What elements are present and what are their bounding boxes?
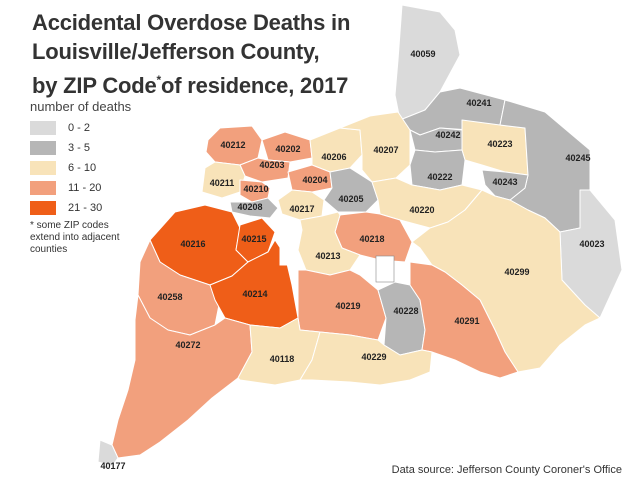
- zip-region-40229[interactable]: [299, 331, 433, 386]
- title-line-3a: by ZIP Code: [32, 73, 157, 98]
- zip-label-40291: 40291: [454, 316, 479, 326]
- title-line-3b: of residence, 2017: [161, 73, 349, 98]
- legend-label: 11 - 20: [68, 182, 102, 194]
- legend-label: 6 - 10: [68, 162, 97, 174]
- zip-region-40243[interactable]: [481, 169, 529, 201]
- zip-label-40206: 40206: [321, 152, 346, 162]
- unmapped-area: [375, 255, 395, 283]
- zip-label-40245: 40245: [565, 153, 590, 163]
- title-line-1: Accidental Overdose Deaths in: [32, 10, 351, 35]
- zip-label-40217: 40217: [289, 204, 314, 214]
- zip-label-40177: 40177: [100, 461, 125, 471]
- data-source: Data source: Jefferson County Coroner's …: [391, 464, 622, 476]
- zip-label-40207: 40207: [373, 145, 398, 155]
- zip-label-40211: 40211: [210, 178, 235, 188]
- zip-region-40206[interactable]: [309, 127, 363, 173]
- map-title: Accidental Overdose Deaths in Louisville…: [32, 8, 350, 100]
- legend-item: 3 - 5: [30, 139, 170, 157]
- legend-swatch: [30, 141, 56, 155]
- zip-label-40241: 40241: [466, 98, 491, 108]
- legend-swatch: [30, 201, 56, 215]
- title-line-3: by ZIP Code*of residence, 2017: [32, 66, 350, 100]
- zip-label-40059: 40059: [410, 49, 435, 59]
- zip-label-40214: 40214: [242, 289, 267, 299]
- zip-region-40203[interactable]: [239, 157, 291, 183]
- zip-label-40216: 40216: [180, 239, 205, 249]
- title-asterisk: *: [156, 73, 162, 87]
- legend-label: 21 - 30: [68, 202, 103, 214]
- legend-item: 0 - 2: [30, 119, 170, 137]
- zip-label-40204: 40204: [302, 175, 327, 185]
- zip-label-40258: 40258: [157, 292, 182, 302]
- legend-swatch: [30, 121, 56, 135]
- zip-label-40213: 40213: [315, 251, 340, 261]
- legend-label: 3 - 5: [68, 142, 91, 154]
- zip-label-40203: 40203: [259, 160, 284, 170]
- zip-label-40218: 40218: [359, 234, 384, 244]
- zip-label-40118: 40118: [270, 354, 295, 364]
- zip-label-40212: 40212: [220, 140, 245, 150]
- zip-label-40229: 40229: [361, 352, 386, 362]
- zip-region-40291[interactable]: [409, 261, 519, 379]
- zip-label-40202: 40202: [275, 144, 300, 154]
- zip-label-40220: 40220: [409, 205, 434, 215]
- legend-swatch: [30, 161, 56, 175]
- zip-region-40217[interactable]: [277, 189, 325, 221]
- airport-area: [279, 224, 299, 266]
- zip-label-40222: 40222: [427, 172, 452, 182]
- legend-label: 0 - 2: [68, 122, 91, 134]
- zip-label-40205: 40205: [338, 194, 363, 204]
- zip-label-40208: 40208: [237, 202, 262, 212]
- legend-item: 21 - 30: [30, 199, 170, 217]
- legend: number of deaths 0 - 2 3 - 5 6 - 10 11 -…: [30, 99, 170, 219]
- zip-region-40177[interactable]: [97, 439, 119, 467]
- zip-region-40222[interactable]: [409, 149, 466, 191]
- zip-region-40208[interactable]: [229, 197, 279, 219]
- zip-label-40242: 40242: [435, 130, 460, 140]
- zip-label-40272: 40272: [175, 340, 200, 350]
- zip-label-40243: 40243: [492, 177, 517, 187]
- zip-label-40299: 40299: [504, 267, 529, 277]
- zip-label-40215: 40215: [241, 234, 266, 244]
- zip-label-40210: 40210: [243, 184, 268, 194]
- legend-item: 11 - 20: [30, 179, 170, 197]
- zip-region-40272[interactable]: [111, 294, 253, 459]
- legend-title: number of deaths: [30, 99, 132, 114]
- footnote: * some ZIP codes extend into adjacent co…: [30, 220, 120, 255]
- legend-item: 6 - 10: [30, 159, 170, 177]
- title-line-2: Louisville/Jefferson County,: [32, 39, 320, 64]
- zip-label-40023: 40023: [579, 239, 604, 249]
- zip-label-40223: 40223: [487, 139, 512, 149]
- zip-label-40219: 40219: [335, 301, 360, 311]
- legend-swatch: [30, 181, 56, 195]
- zip-label-40228: 40228: [393, 306, 418, 316]
